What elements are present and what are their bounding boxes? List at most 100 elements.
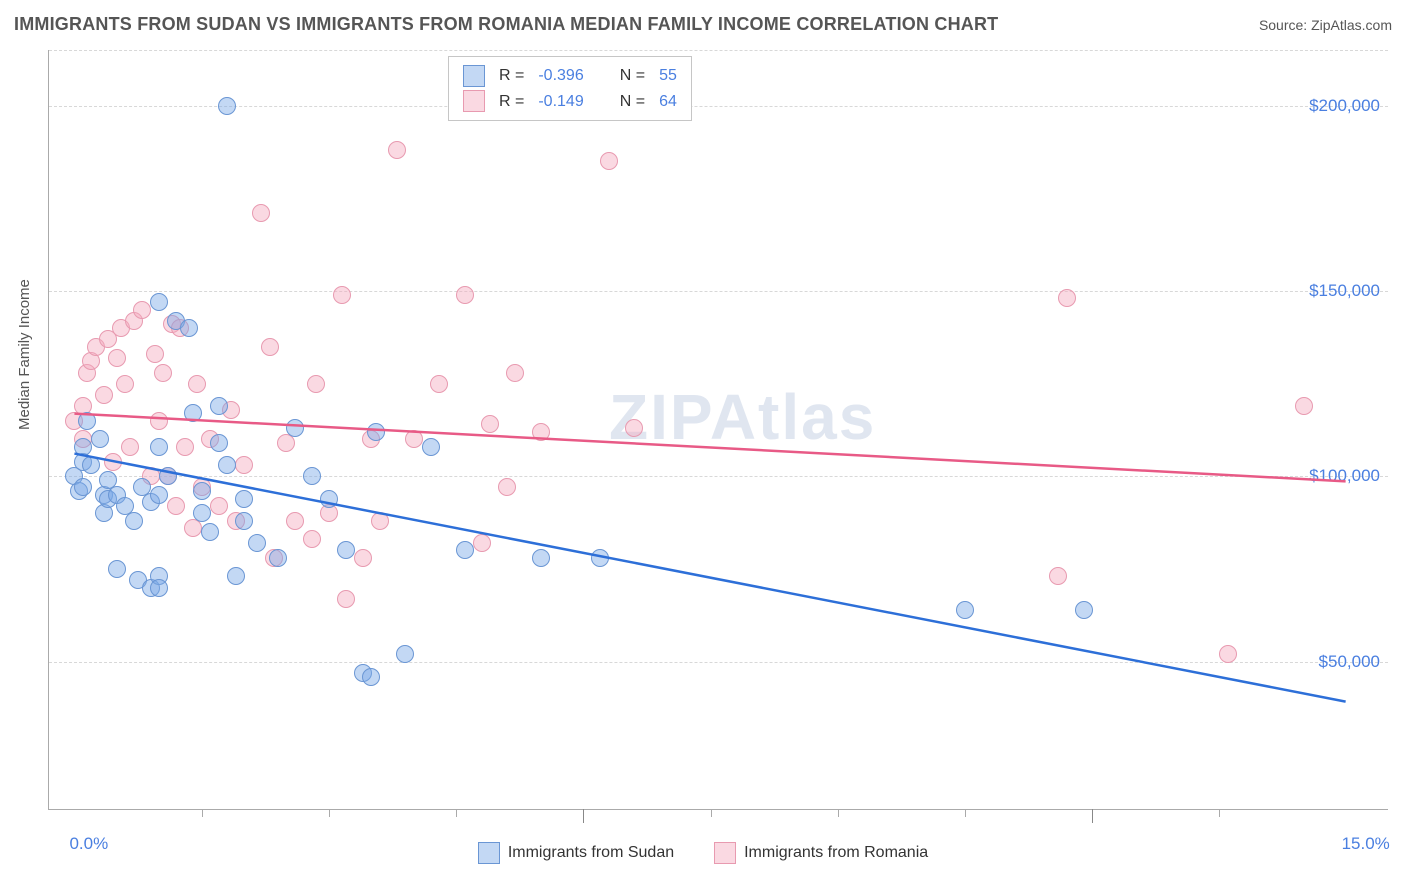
gridline [49, 106, 1388, 107]
header: IMMIGRANTS FROM SUDAN VS IMMIGRANTS FROM… [14, 14, 1392, 35]
scatter-point [1058, 289, 1076, 307]
scatter-point [333, 286, 351, 304]
scatter-point [218, 456, 236, 474]
scatter-point [320, 490, 338, 508]
series-legend: Immigrants from Sudan Immigrants from Rom… [0, 842, 1406, 864]
y-tick-label: $200,000 [1309, 96, 1380, 116]
scatter-point [78, 412, 96, 430]
scatter-point [286, 419, 304, 437]
scatter-point [405, 430, 423, 448]
plot-area: ZIPAtlas $50,000 $100,000 $150,000 $200,000 [48, 50, 1388, 810]
gridline [49, 476, 1388, 477]
scatter-point [210, 397, 228, 415]
scatter-point [154, 364, 172, 382]
scatter-point [159, 467, 177, 485]
y-tick-label: $150,000 [1309, 281, 1380, 301]
scatter-point [218, 97, 236, 115]
scatter-point [430, 375, 448, 393]
y-tick-label: $50,000 [1319, 652, 1380, 672]
legend-row: R =-0.396N =55 [463, 63, 677, 89]
scatter-point [354, 549, 372, 567]
scatter-point [150, 486, 168, 504]
x-tick-minor [329, 809, 330, 817]
x-tick-minor [456, 809, 457, 817]
scatter-point [367, 423, 385, 441]
scatter-point [133, 301, 151, 319]
scatter-point [108, 349, 126, 367]
scatter-point [371, 512, 389, 530]
x-tick-major [583, 809, 584, 823]
scatter-point [184, 404, 202, 422]
y-tick-label: $100,000 [1309, 466, 1380, 486]
scatter-point [261, 338, 279, 356]
scatter-point [176, 438, 194, 456]
scatter-point [956, 601, 974, 619]
n-label: N = [620, 63, 645, 89]
scatter-point [91, 430, 109, 448]
scatter-point [388, 141, 406, 159]
r-value: -0.396 [538, 63, 583, 89]
gridline [49, 291, 1388, 292]
legend-swatch [463, 90, 485, 112]
scatter-point [456, 286, 474, 304]
scatter-point [252, 204, 270, 222]
legend-item: Immigrants from Sudan [478, 842, 674, 864]
y-axis-label: Median Family Income [16, 279, 33, 430]
scatter-point [167, 497, 185, 515]
scatter-point [337, 590, 355, 608]
trend-line [74, 414, 1345, 482]
scatter-point [481, 415, 499, 433]
chart-title: IMMIGRANTS FROM SUDAN VS IMMIGRANTS FROM… [14, 14, 998, 35]
x-tick-minor [838, 809, 839, 817]
scatter-point [396, 645, 414, 663]
source-label: Source: ZipAtlas.com [1259, 17, 1392, 33]
scatter-point [146, 345, 164, 363]
legend-row: R =-0.149N =64 [463, 89, 677, 115]
scatter-point [600, 152, 618, 170]
scatter-point [235, 512, 253, 530]
scatter-point [307, 375, 325, 393]
r-label: R = [499, 89, 524, 115]
scatter-point [1295, 397, 1313, 415]
gridline [49, 50, 1388, 51]
trend-line [74, 454, 1345, 702]
legend-item: Immigrants from Romania [714, 842, 928, 864]
scatter-point [74, 478, 92, 496]
scatter-point [227, 567, 245, 585]
x-tick-minor [202, 809, 203, 817]
scatter-point [188, 375, 206, 393]
scatter-point [95, 386, 113, 404]
scatter-point [193, 504, 211, 522]
watermark: ZIPAtlas [609, 380, 876, 454]
scatter-point [625, 419, 643, 437]
scatter-point [473, 534, 491, 552]
x-tick-label: 15.0% [1342, 834, 1390, 854]
scatter-point [532, 423, 550, 441]
scatter-point [150, 579, 168, 597]
x-tick-minor [1219, 809, 1220, 817]
legend-swatch [478, 842, 500, 864]
scatter-point [1075, 601, 1093, 619]
scatter-point [210, 434, 228, 452]
n-label: N = [620, 89, 645, 115]
scatter-point [498, 478, 516, 496]
scatter-point [125, 512, 143, 530]
x-tick-major [1092, 809, 1093, 823]
x-tick-label: 0.0% [69, 834, 108, 854]
scatter-point [150, 293, 168, 311]
scatter-point [303, 530, 321, 548]
x-tick-minor [711, 809, 712, 817]
legend-label: Immigrants from Romania [744, 844, 928, 862]
scatter-point [121, 438, 139, 456]
scatter-point [286, 512, 304, 530]
scatter-point [116, 375, 134, 393]
scatter-point [82, 456, 100, 474]
trend-lines [49, 50, 1388, 809]
legend-label: Immigrants from Sudan [508, 844, 674, 862]
scatter-point [193, 482, 211, 500]
correlation-legend: R =-0.396N =55R =-0.149N =64 [448, 56, 692, 121]
scatter-point [150, 412, 168, 430]
scatter-point [235, 456, 253, 474]
scatter-point [303, 467, 321, 485]
scatter-point [104, 453, 122, 471]
